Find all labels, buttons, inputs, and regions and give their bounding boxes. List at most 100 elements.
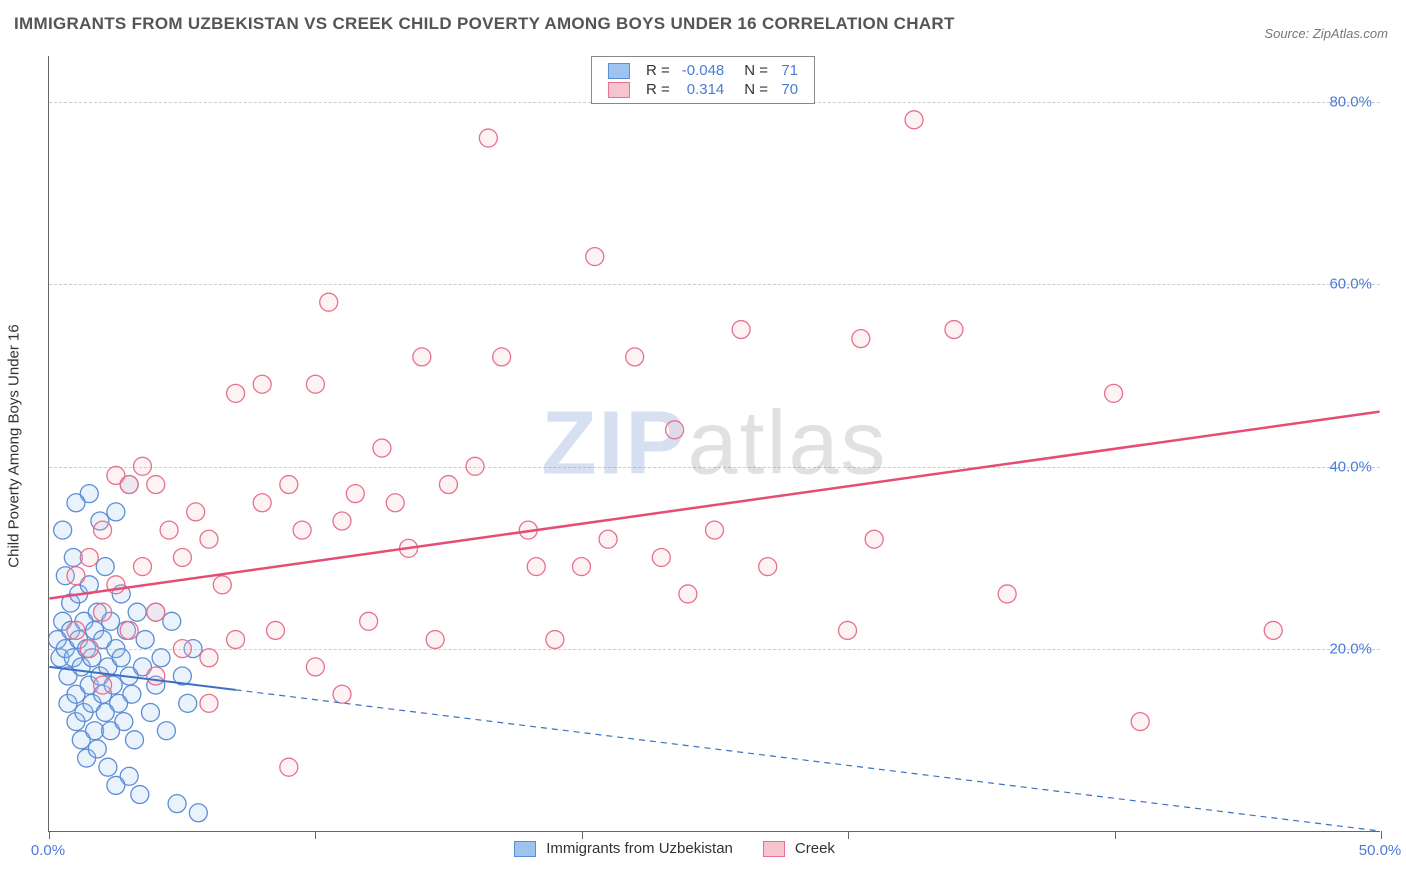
data-point <box>133 558 151 576</box>
data-point <box>998 585 1016 603</box>
data-point <box>187 503 205 521</box>
x-tick <box>315 831 316 839</box>
data-point <box>94 521 112 539</box>
x-tick-label: 0.0% <box>31 842 65 859</box>
data-point <box>306 375 324 393</box>
data-point <box>267 621 285 639</box>
data-point <box>88 740 106 758</box>
data-point <box>1131 713 1149 731</box>
x-tick-label: 50.0% <box>1359 842 1402 859</box>
data-point <box>107 776 125 794</box>
data-point <box>200 530 218 548</box>
data-point <box>86 722 104 740</box>
legend-r-label: R = <box>640 61 676 80</box>
y-axis-label: Child Poverty Among Boys Under 16 <box>6 324 23 567</box>
data-point <box>253 494 271 512</box>
data-point <box>527 558 545 576</box>
data-point <box>586 248 604 266</box>
data-point <box>115 713 133 731</box>
data-point <box>852 330 870 348</box>
data-point <box>168 795 186 813</box>
legend-n-label: N = <box>730 61 774 80</box>
data-point <box>94 676 112 694</box>
data-point <box>413 348 431 366</box>
data-point <box>333 685 351 703</box>
data-point <box>133 457 151 475</box>
data-point <box>386 494 404 512</box>
data-point <box>200 694 218 712</box>
x-tick <box>49 831 50 839</box>
data-point <box>200 649 218 667</box>
data-point <box>706 521 724 539</box>
data-point <box>652 548 670 566</box>
data-point <box>493 348 511 366</box>
data-point <box>426 631 444 649</box>
data-point <box>67 567 85 585</box>
data-point <box>147 603 165 621</box>
x-tick <box>848 831 849 839</box>
data-point <box>1105 384 1123 402</box>
data-point <box>333 512 351 530</box>
data-point <box>466 457 484 475</box>
data-point <box>54 521 72 539</box>
data-point <box>189 804 207 822</box>
data-point <box>120 621 138 639</box>
data-point <box>173 548 191 566</box>
source-label: Source: <box>1264 26 1309 41</box>
legend-n-label: N = <box>730 80 774 99</box>
data-point <box>213 576 231 594</box>
data-point <box>120 476 138 494</box>
data-point <box>865 530 883 548</box>
x-tick <box>582 831 583 839</box>
data-point <box>147 667 165 685</box>
legend-n-value: 70 <box>774 80 804 99</box>
legend-item: Creek <box>763 840 835 857</box>
data-point <box>80 640 98 658</box>
chart-svg <box>49 56 1380 831</box>
data-point <box>152 649 170 667</box>
data-point <box>253 375 271 393</box>
legend-swatch <box>514 841 536 857</box>
data-point <box>99 758 117 776</box>
legend-n-value: 71 <box>774 61 804 80</box>
data-point <box>905 111 923 129</box>
data-point <box>227 631 245 649</box>
data-point <box>141 703 159 721</box>
data-point <box>572 558 590 576</box>
data-point <box>227 384 245 402</box>
data-point <box>679 585 697 603</box>
legend-r-label: R = <box>640 80 676 99</box>
legend-r-value: -0.048 <box>676 61 731 80</box>
data-point <box>666 421 684 439</box>
trend-line-dashed <box>236 690 1380 831</box>
data-point <box>131 786 149 804</box>
legend-swatch <box>763 841 785 857</box>
data-point <box>64 548 82 566</box>
data-point <box>173 640 191 658</box>
x-tick <box>1381 831 1382 839</box>
data-point <box>439 476 457 494</box>
legend-item: Immigrants from Uzbekistan <box>514 840 733 857</box>
data-point <box>373 439 391 457</box>
data-point <box>280 758 298 776</box>
data-point <box>280 476 298 494</box>
data-point <box>599 530 617 548</box>
data-point <box>732 321 750 339</box>
data-point <box>94 603 112 621</box>
legend-stats-box: R = -0.048 N = 71 R = 0.314 N = 70 <box>591 56 815 104</box>
source-name: ZipAtlas.com <box>1313 26 1388 41</box>
x-tick <box>1115 831 1116 839</box>
data-point <box>839 621 857 639</box>
data-point <box>80 548 98 566</box>
data-point <box>293 521 311 539</box>
data-point <box>107 503 125 521</box>
legend-swatch <box>608 82 630 98</box>
data-point <box>126 731 144 749</box>
data-point <box>136 631 154 649</box>
data-point <box>128 603 146 621</box>
data-point <box>67 621 85 639</box>
data-point <box>320 293 338 311</box>
data-point <box>306 658 324 676</box>
data-point <box>945 321 963 339</box>
data-point <box>112 649 130 667</box>
